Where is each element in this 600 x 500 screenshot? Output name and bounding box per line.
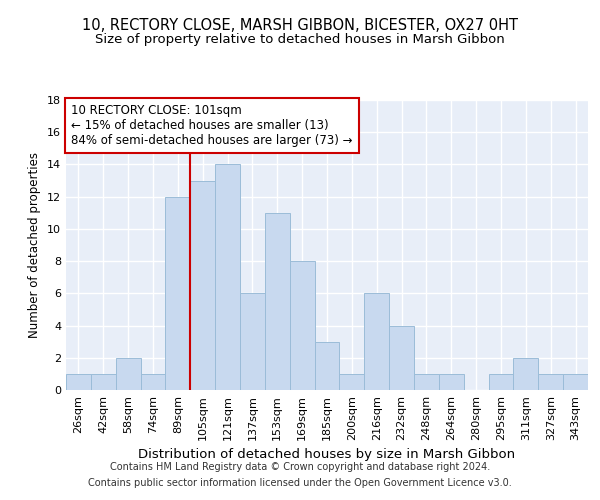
Bar <box>538 374 563 390</box>
Bar <box>190 180 215 390</box>
Text: 10, RECTORY CLOSE, MARSH GIBBON, BICESTER, OX27 0HT: 10, RECTORY CLOSE, MARSH GIBBON, BICESTE… <box>82 18 518 32</box>
Bar <box>340 374 364 390</box>
Text: Contains public sector information licensed under the Open Government Licence v3: Contains public sector information licen… <box>88 478 512 488</box>
Bar <box>91 374 116 390</box>
Bar <box>439 374 464 390</box>
Y-axis label: Number of detached properties: Number of detached properties <box>28 152 41 338</box>
Bar <box>414 374 439 390</box>
Bar <box>166 196 190 390</box>
Bar <box>116 358 140 390</box>
Bar <box>215 164 240 390</box>
Bar <box>314 342 340 390</box>
Text: Contains HM Land Registry data © Crown copyright and database right 2024.: Contains HM Land Registry data © Crown c… <box>110 462 490 472</box>
X-axis label: Distribution of detached houses by size in Marsh Gibbon: Distribution of detached houses by size … <box>139 448 515 462</box>
Text: 10 RECTORY CLOSE: 101sqm
← 15% of detached houses are smaller (13)
84% of semi-d: 10 RECTORY CLOSE: 101sqm ← 15% of detach… <box>71 104 353 148</box>
Bar <box>389 326 414 390</box>
Bar <box>140 374 166 390</box>
Bar <box>488 374 514 390</box>
Bar <box>563 374 588 390</box>
Bar <box>66 374 91 390</box>
Text: Size of property relative to detached houses in Marsh Gibbon: Size of property relative to detached ho… <box>95 32 505 46</box>
Bar <box>290 261 314 390</box>
Bar <box>265 213 290 390</box>
Bar <box>240 294 265 390</box>
Bar <box>514 358 538 390</box>
Bar <box>364 294 389 390</box>
